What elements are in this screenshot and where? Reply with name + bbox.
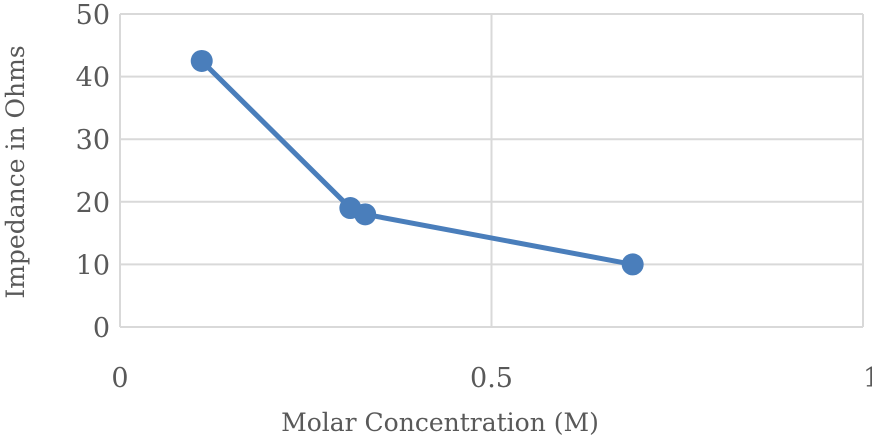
y-tick-label: 0 (93, 313, 110, 344)
y-tick-label: 40 (76, 63, 110, 94)
series-line (199, 58, 636, 267)
y-tick-label: 20 (76, 188, 110, 219)
x-axis-title: Molar Concentration (M) (281, 408, 599, 437)
grid (119, 13, 864, 328)
y-tick-label: 10 (76, 250, 110, 281)
data-point (354, 203, 377, 226)
x-tick-label: 1 (863, 363, 872, 394)
tick-labels: 0 10 20 30 40 50 0 0.5 1 (76, 0, 872, 394)
x-tick-label: 0 (111, 363, 128, 394)
series-layer (190, 49, 644, 276)
y-tick-label: 50 (76, 0, 110, 31)
data-point (621, 253, 644, 276)
y-tick-label: 30 (76, 125, 110, 156)
data-point (190, 49, 213, 72)
x-tick-label: 0.5 (470, 363, 513, 394)
y-axis-title: Impedance in Ohms (1, 45, 30, 298)
